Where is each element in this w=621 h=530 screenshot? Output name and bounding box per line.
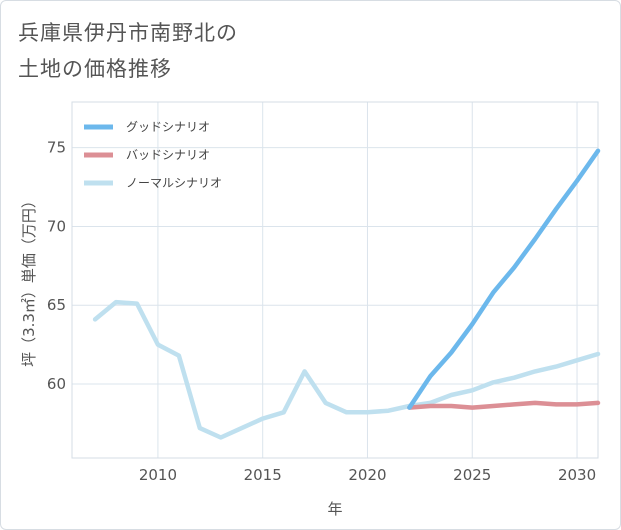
plot-area — [71, 101, 599, 459]
x-axis-ticks: 2010 2015 2020 2025 2030 — [139, 466, 596, 484]
legend-label-2: ノーマルシナリオ — [126, 176, 222, 190]
y-tick-label: 75 — [47, 139, 66, 157]
y-tick-label: 65 — [47, 296, 66, 314]
x-tick-label: 2030 — [558, 466, 596, 484]
series-line-1 — [407, 400, 601, 410]
chart-title-line2: 土地の価格推移 — [18, 57, 172, 81]
grid-lines — [72, 102, 598, 458]
x-tick-label: 2020 — [348, 466, 386, 484]
x-tick-label: 2010 — [139, 466, 177, 484]
x-tick-label: 2015 — [244, 466, 282, 484]
y-axis-ticks: 60 65 70 75 — [47, 139, 66, 393]
x-axis-label: 年 — [327, 500, 342, 518]
series-line-0 — [407, 148, 601, 410]
chart-title-line1: 兵庫県伊丹市南野北の — [18, 21, 238, 45]
x-tick-label: 2025 — [453, 466, 491, 484]
series-line-2 — [92, 299, 601, 440]
legend-label-1: バッドシナリオ — [126, 148, 210, 162]
legend-label-0: グッドシナリオ — [126, 120, 210, 134]
y-tick-label: 60 — [47, 375, 66, 393]
y-axis-label: 坪（3.3㎡）単価（万円） — [20, 193, 38, 367]
chart-title: 兵庫県伊丹市南野北の 土地の価格推移 — [18, 15, 418, 87]
series-lines — [92, 148, 601, 440]
y-tick-label: 70 — [47, 217, 66, 235]
